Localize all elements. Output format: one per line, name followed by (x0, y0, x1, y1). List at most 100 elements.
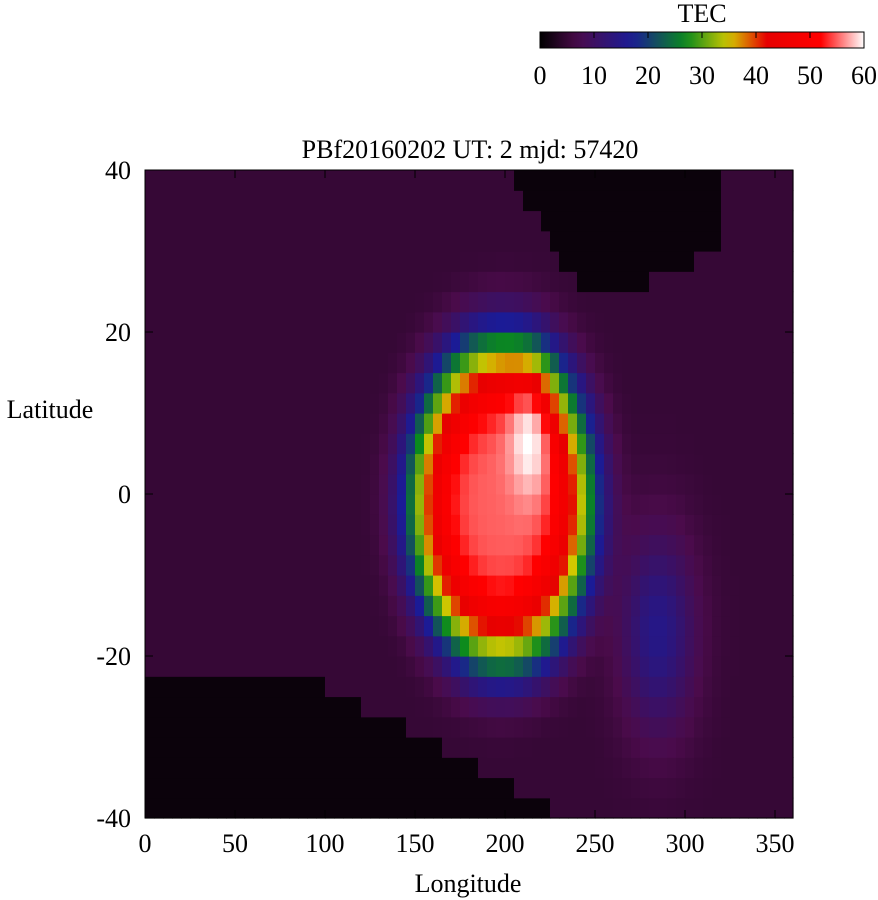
heatmap-cell (748, 210, 758, 232)
heatmap-cell (226, 372, 236, 394)
heatmap-cell (172, 473, 182, 495)
heatmap-cell (595, 494, 605, 515)
heatmap-cell (757, 230, 767, 252)
heatmap-cell (280, 332, 290, 353)
heatmap-cell (262, 615, 272, 637)
heatmap-cell (379, 534, 389, 556)
heatmap-cell (217, 615, 227, 637)
heatmap-cell (379, 615, 389, 637)
heatmap-cell (334, 595, 344, 617)
heatmap-cell (694, 757, 704, 779)
heatmap-cell (694, 797, 704, 819)
heatmap-cell (568, 696, 578, 718)
heatmap-cell (550, 554, 560, 576)
heatmap-cell (721, 291, 731, 313)
y-tick-label: 0 (118, 480, 131, 509)
heatmap-cell (244, 251, 254, 272)
heatmap-cell (307, 554, 317, 576)
heatmap-cell (649, 311, 659, 333)
heatmap-cell (712, 676, 722, 698)
heatmap-cell (181, 453, 191, 475)
heatmap-cell (352, 210, 362, 232)
heatmap-cell (541, 210, 551, 232)
heatmap-cell (262, 514, 272, 536)
heatmap-cell (352, 311, 362, 333)
heatmap-cell (568, 230, 578, 252)
heatmap-cell (343, 413, 353, 434)
heatmap-cell (199, 575, 209, 596)
heatmap-cell (757, 696, 767, 718)
heatmap-cell (343, 210, 353, 232)
heatmap-cell (262, 797, 272, 819)
heatmap-cell (289, 696, 299, 718)
heatmap-cell (406, 575, 416, 596)
heatmap-cell (469, 311, 479, 333)
heatmap-cell (784, 392, 794, 414)
heatmap-cell (181, 311, 191, 333)
heatmap-cell (172, 656, 182, 677)
heatmap-cell (469, 777, 479, 799)
heatmap-cell (748, 473, 758, 495)
heatmap-cell (280, 453, 290, 475)
heatmap-cell (289, 170, 299, 191)
heatmap-cell (748, 251, 758, 272)
heatmap-cell (325, 696, 335, 718)
heatmap-cell (379, 494, 389, 515)
heatmap-cell (262, 473, 272, 495)
heatmap-cell (154, 473, 164, 495)
heatmap-cell (775, 696, 785, 718)
heatmap-cell (235, 737, 245, 758)
heatmap-cell (244, 392, 254, 414)
heatmap-cell (577, 251, 587, 272)
heatmap-cell (226, 392, 236, 414)
heatmap-cell (379, 230, 389, 252)
heatmap-cell (766, 716, 776, 738)
heatmap-cell (730, 190, 740, 212)
heatmap-cell (712, 635, 722, 657)
heatmap-cell (163, 291, 173, 313)
heatmap-cell (163, 473, 173, 495)
heatmap-cell (505, 656, 515, 677)
heatmap-cell (262, 251, 272, 272)
heatmap-cell (181, 210, 191, 232)
heatmap-cell (235, 514, 245, 536)
heatmap-cell (748, 453, 758, 475)
heatmap-cell (253, 757, 263, 779)
heatmap-cell (361, 392, 371, 414)
heatmap-cell (406, 676, 416, 698)
heatmap-cell (172, 757, 182, 779)
x-tick-label: 150 (396, 829, 435, 858)
heatmap-cell (397, 656, 407, 677)
heatmap-cell (568, 251, 578, 272)
heatmap-cell (586, 615, 596, 637)
heatmap-cell (451, 230, 461, 252)
heatmap-cell (514, 554, 524, 576)
heatmap-cell (442, 473, 452, 495)
heatmap-cell (316, 676, 326, 698)
heatmap-cell (766, 757, 776, 779)
heatmap-cell (289, 797, 299, 819)
heatmap-cell (676, 656, 686, 677)
heatmap-cell (784, 696, 794, 718)
heatmap-cell (676, 311, 686, 333)
heatmap-cell (235, 797, 245, 819)
heatmap-cell (280, 494, 290, 515)
heatmap-cell (217, 575, 227, 596)
heatmap-cell (253, 352, 263, 374)
heatmap-cell (658, 230, 668, 252)
heatmap-cell (190, 433, 200, 455)
heatmap-cell (577, 170, 587, 191)
heatmap-cell (550, 311, 560, 333)
heatmap-cell (406, 554, 416, 576)
heatmap-cell (424, 656, 434, 677)
heatmap-cell (685, 757, 695, 779)
heatmap-cell (487, 757, 497, 779)
heatmap-cell (532, 413, 542, 434)
heatmap-cell (685, 534, 695, 556)
heatmap-cell (748, 696, 758, 718)
heatmap-cell (280, 291, 290, 313)
heatmap-cell (217, 271, 227, 293)
heatmap-cell (316, 433, 326, 455)
heatmap-cell (325, 737, 335, 758)
heatmap-cell (172, 737, 182, 758)
